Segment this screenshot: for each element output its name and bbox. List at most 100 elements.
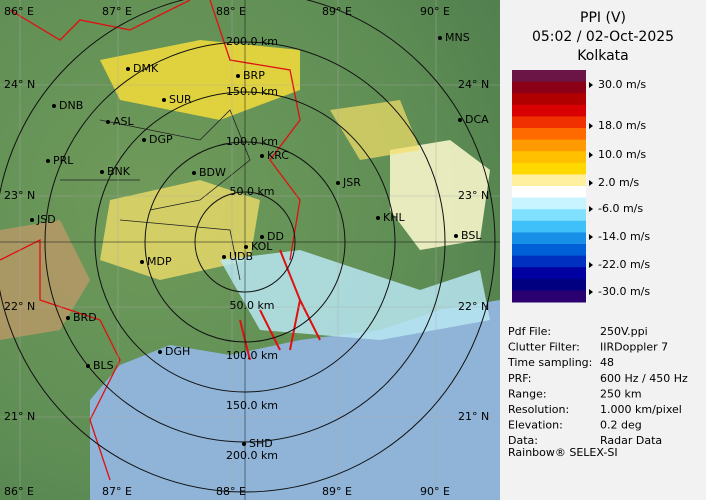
city-label: KHL — [383, 211, 405, 224]
city-label: DNB — [59, 99, 83, 112]
scale-swatch — [512, 116, 586, 129]
city-label: BSL — [461, 229, 482, 242]
ring-label: 50.0 km — [229, 299, 274, 312]
side-panel — [500, 0, 706, 500]
map — [0, 0, 500, 500]
city-label: JSD — [36, 213, 56, 226]
city-dot — [244, 245, 248, 249]
info-value: 250 km — [600, 387, 642, 400]
lat-label: 23° N — [458, 189, 489, 202]
city-label: SHD — [249, 437, 273, 450]
lon-label: 89° E — [322, 5, 352, 18]
scale-swatch — [512, 104, 586, 117]
city-dot — [222, 255, 226, 259]
panel-title: PPI (V) — [580, 10, 626, 26]
scale-swatch — [512, 267, 586, 280]
lat-label: 22° N — [458, 300, 489, 313]
scale-swatch — [512, 290, 586, 303]
city-dot — [458, 118, 462, 122]
scale-tick — [589, 262, 593, 268]
city-dot — [336, 181, 340, 185]
city-label: ASL — [113, 115, 135, 128]
scale-swatch — [512, 139, 586, 152]
city-dot — [52, 104, 56, 108]
ring-label: 150.0 km — [226, 399, 278, 412]
scale-tick — [589, 180, 593, 186]
scale-swatch — [512, 93, 586, 106]
city-label: MNS — [445, 31, 470, 44]
city-dot — [260, 235, 264, 239]
lon-label: 89° E — [322, 485, 352, 498]
city-label: KRC — [267, 149, 289, 162]
ring-label: 100.0 km — [226, 135, 278, 148]
lat-label: 24° N — [4, 78, 35, 91]
city-label: DGP — [149, 133, 173, 146]
lon-label: 88° E — [216, 485, 246, 498]
city-dot — [438, 36, 442, 40]
scale-swatch — [512, 151, 586, 164]
lon-label: 87° E — [102, 485, 132, 498]
info-key: Elevation: — [508, 419, 563, 432]
scale-tick — [589, 152, 593, 158]
city-label: DCA — [465, 113, 489, 126]
city-label: SUR — [169, 93, 192, 106]
city-dot — [454, 234, 458, 238]
ring-label: 200.0 km — [226, 35, 278, 48]
city-dot — [158, 350, 162, 354]
lat-label: 22° N — [4, 300, 35, 313]
info-value: 250V.ppi — [600, 325, 648, 338]
scale-swatch — [512, 197, 586, 210]
info-value: IIRDoppler 7 — [600, 341, 668, 354]
city-dot — [192, 171, 196, 175]
city-dot — [126, 67, 130, 71]
lon-label: 86° E — [4, 5, 34, 18]
scale-tick — [589, 234, 593, 240]
city-dot — [162, 98, 166, 102]
scale-tick — [589, 289, 593, 295]
lon-label: 87° E — [102, 5, 132, 18]
scale-swatch — [512, 278, 586, 291]
scale-tick — [589, 82, 593, 88]
lon-label: 90° E — [420, 5, 450, 18]
lat-label: 21° N — [4, 410, 35, 423]
city-label: BRD — [73, 311, 97, 324]
scale-swatch — [512, 209, 586, 222]
info-key: Resolution: — [508, 403, 569, 416]
scale-label: -30.0 m/s — [598, 285, 650, 298]
city-label: MDP — [147, 255, 172, 268]
scale-swatch — [512, 220, 586, 233]
info-value: 600 Hz / 450 Hz — [600, 372, 688, 385]
city-label: DMK — [133, 62, 159, 75]
scale-swatch — [512, 244, 586, 257]
lat-label: 24° N — [458, 78, 489, 91]
scale-tick — [589, 206, 593, 212]
info-value: 0.2 deg — [600, 419, 642, 432]
info-key: Time sampling: — [507, 356, 592, 369]
info-key: Range: — [508, 387, 547, 400]
scale-label: -6.0 m/s — [598, 202, 643, 215]
info-value: 1.000 km/pixel — [600, 403, 682, 416]
scale-label: 2.0 m/s — [598, 176, 639, 189]
scale-label: 30.0 m/s — [598, 78, 646, 91]
scale-swatch — [512, 70, 586, 83]
city-dot — [142, 138, 146, 142]
city-dot — [86, 364, 90, 368]
city-dot — [30, 218, 34, 222]
city-label: BDW — [199, 166, 226, 179]
lat-label: 21° N — [458, 410, 489, 423]
scale-label: 10.0 m/s — [598, 148, 646, 161]
ring-label: 100.0 km — [226, 349, 278, 362]
scale-swatch — [512, 162, 586, 175]
scale-tick — [589, 123, 593, 129]
city-dot — [242, 442, 246, 446]
city-dot — [66, 316, 70, 320]
city-dot — [46, 159, 50, 163]
info-value: 48 — [600, 356, 614, 369]
city-label: PRL — [53, 154, 74, 167]
scale-swatch — [512, 255, 586, 268]
lon-label: 90° E — [420, 485, 450, 498]
city-label: DGH — [165, 345, 190, 358]
city-label: JSR — [342, 176, 361, 189]
footer: Rainbow® SELEX-SI — [508, 446, 618, 459]
